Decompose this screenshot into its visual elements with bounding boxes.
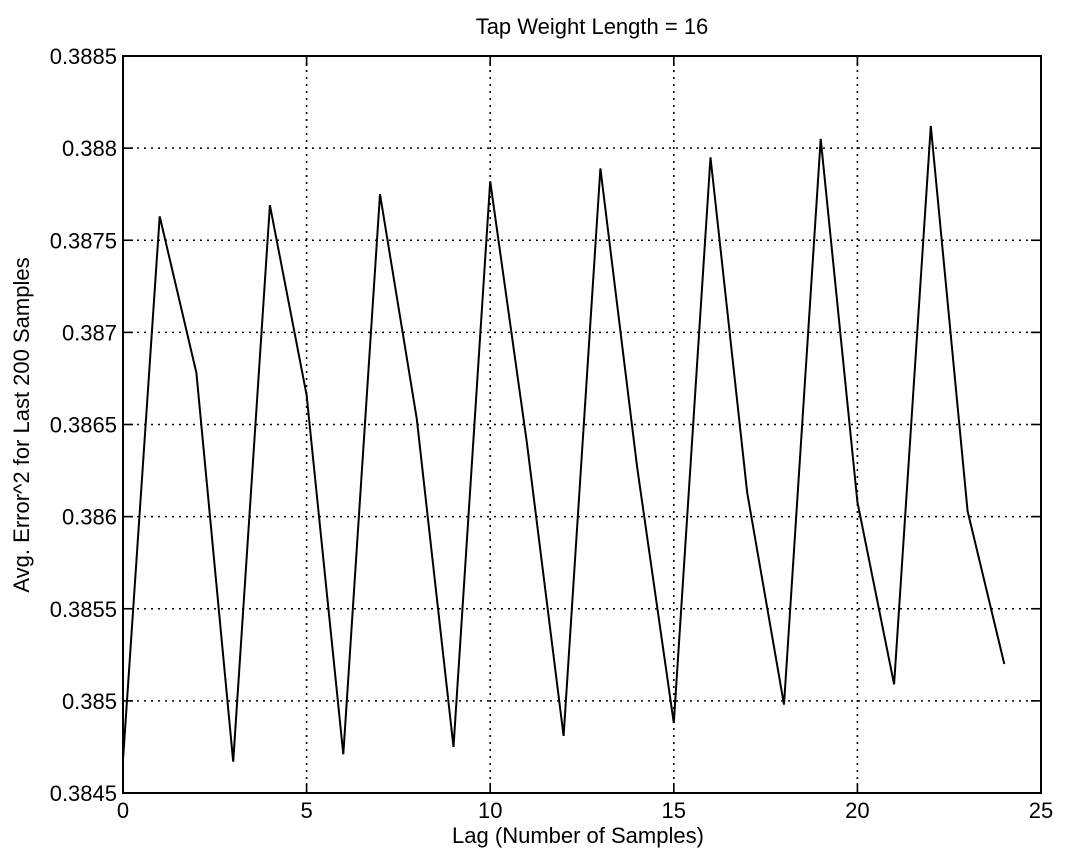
x-tick-labels: 0 5 10 15 20 25: [117, 798, 1053, 823]
grid-lines: [123, 56, 1041, 793]
series-line: [122, 125, 1006, 762]
y-tick-label: 0.3875: [50, 228, 117, 253]
y-tick-label: 0.388: [62, 136, 117, 161]
x-axis-label: Lag (Number of Samples): [452, 823, 704, 848]
y-tick-label: 0.3865: [50, 413, 117, 438]
y-tick-labels: 0.3845 0.385 0.3855 0.386 0.3865 0.387 0.3875 0…: [50, 44, 117, 806]
y-tick-label: 0.386: [62, 505, 117, 530]
y-tick-label: 0.385: [62, 689, 117, 714]
chart-title: Tap Weight Length = 16: [476, 14, 709, 39]
y-axis-label: Avg. Error^2 for Last 200 Samples: [9, 257, 34, 592]
x-tick-label: 15: [662, 798, 686, 823]
x-tick-label: 5: [300, 798, 312, 823]
series-layer: [122, 125, 1006, 762]
y-tick-label: 0.387: [62, 320, 117, 345]
y-tick-label: 0.3885: [50, 44, 117, 69]
x-tick-label: 0: [117, 798, 129, 823]
y-tick-label: 0.3855: [50, 597, 117, 622]
x-tick-label: 25: [1029, 798, 1053, 823]
y-tick-label: 0.3845: [50, 781, 117, 806]
tick-marks: [122, 55, 1042, 794]
x-tick-label: 20: [845, 798, 869, 823]
plot-frame: [122, 55, 1042, 794]
x-tick-label: 10: [478, 798, 502, 823]
